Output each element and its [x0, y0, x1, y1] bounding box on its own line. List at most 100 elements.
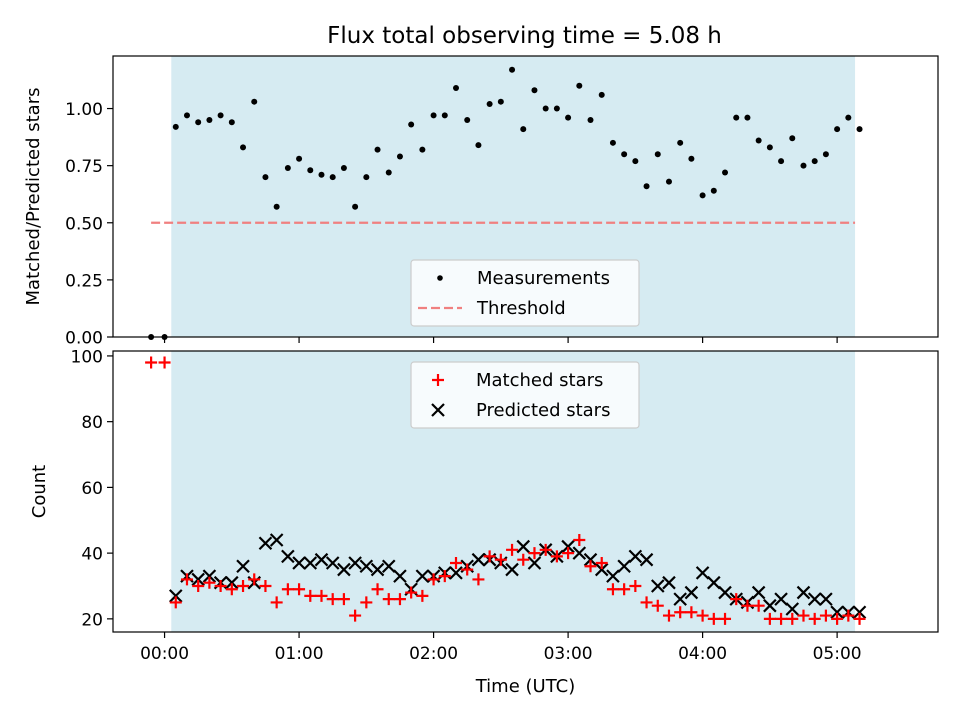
measurement-point	[408, 121, 415, 128]
x-tick-label: 04:00	[678, 644, 727, 664]
measurement-point	[296, 155, 303, 162]
predicted-point	[662, 575, 676, 590]
matched-point	[719, 612, 732, 625]
measurement-point	[464, 116, 471, 123]
predicted-point	[695, 566, 710, 580]
measurement-point	[766, 144, 773, 151]
matched-point	[192, 579, 205, 592]
predicted-point	[751, 585, 766, 600]
predicted-point	[505, 562, 519, 577]
predicted-point	[236, 559, 250, 574]
measurement-point	[206, 116, 213, 123]
matched-point	[405, 586, 418, 599]
x-tick-label: 00:00	[140, 644, 189, 664]
measurement-point	[778, 158, 785, 165]
matched-point	[326, 593, 339, 606]
measurement-point	[228, 119, 235, 126]
predicted-point	[707, 575, 721, 590]
measurement-point	[183, 112, 190, 119]
predicted-point	[785, 602, 800, 616]
measurement-point	[654, 151, 661, 158]
x-axis-label: Time (UTC)	[475, 676, 576, 697]
measurement-point	[520, 126, 527, 133]
top-y-axis-label: Matched/Predicted stars	[23, 88, 44, 306]
measurement-point	[587, 116, 594, 123]
measurement-point	[453, 84, 460, 91]
predicted-point	[281, 549, 295, 564]
matched-point	[180, 573, 193, 586]
measurement-points	[148, 66, 863, 340]
matched-point	[797, 609, 810, 622]
predicted-point	[303, 556, 318, 570]
predicted-point	[774, 592, 788, 606]
matched-point	[808, 612, 821, 625]
matched-point	[651, 599, 664, 612]
measurement-point	[284, 164, 291, 171]
matched-point	[539, 543, 552, 556]
measurement-point	[710, 187, 717, 194]
measurement-point	[273, 203, 280, 210]
measurement-point	[217, 112, 224, 119]
matched-point	[550, 550, 563, 563]
y-tick-label: 40	[81, 545, 103, 565]
measurement-point	[352, 203, 359, 210]
predicted-point	[269, 533, 284, 547]
predicted-point	[471, 552, 486, 567]
matched-point	[506, 543, 519, 556]
predicted-point	[763, 598, 777, 613]
predicted-point	[381, 559, 396, 574]
measurement-point	[811, 158, 818, 165]
predicted-point	[807, 592, 822, 606]
legend-matched-marker	[432, 374, 444, 386]
predicted-point	[225, 575, 239, 590]
measurement-point	[475, 142, 482, 149]
predicted-point	[191, 572, 205, 587]
matched-point	[517, 553, 530, 566]
matched-point	[819, 609, 832, 622]
measurement-point	[374, 146, 381, 153]
matched-point	[595, 556, 608, 569]
matched-point	[145, 356, 158, 369]
chart-title: Flux total observing time = 5.08 h	[327, 23, 722, 49]
matched-point	[225, 583, 238, 596]
matched-point	[752, 599, 765, 612]
x-tick-label: 01:00	[275, 644, 324, 664]
measurement-point	[329, 174, 336, 181]
matched-point	[618, 583, 631, 596]
predicted-point	[819, 592, 833, 606]
matched-point	[438, 570, 451, 583]
predicted-point	[852, 605, 867, 620]
matched-point	[629, 579, 642, 592]
matched-point	[427, 573, 440, 586]
y-tick-label: 80	[81, 413, 103, 433]
matched-point	[685, 606, 698, 619]
measurement-point	[576, 82, 583, 89]
matched-point	[640, 596, 653, 609]
predicted-point	[572, 546, 587, 560]
measurement-point	[553, 105, 560, 112]
predicted-point	[168, 589, 183, 603]
measurement-point	[621, 151, 628, 158]
matched-point	[461, 563, 474, 576]
bottom-axes-frame	[112, 350, 939, 633]
predicted-point	[639, 552, 654, 567]
matched-point	[270, 596, 283, 609]
count-points	[145, 356, 867, 625]
matched-point	[662, 609, 675, 622]
measurement-point	[688, 155, 695, 162]
measurement-point	[699, 192, 706, 199]
matched-point	[214, 579, 227, 592]
matched-point	[831, 612, 844, 625]
measurement-point	[733, 114, 740, 121]
matched-point	[393, 593, 406, 606]
predicted-point	[202, 569, 217, 583]
predicted-point	[348, 556, 362, 570]
legend-threshold-label: Threshold	[476, 298, 566, 319]
bottom-panel: 20 40 60 80 100 00:00 01:00 02:00 03:00 04:00 05:…	[29, 347, 939, 697]
measurement-point	[845, 114, 852, 121]
predicted-point	[370, 562, 385, 577]
measurement-point	[722, 169, 729, 176]
legend-predicted-label: Predicted stars	[476, 400, 610, 421]
predicted-point	[516, 539, 531, 554]
matched-point	[304, 589, 317, 602]
